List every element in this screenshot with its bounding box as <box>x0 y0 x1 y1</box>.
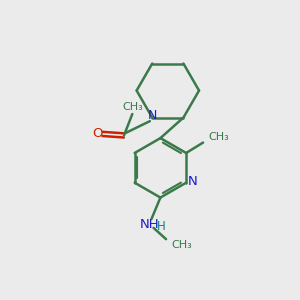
Text: N: N <box>188 175 198 188</box>
Text: O: O <box>92 127 103 140</box>
Text: CH₃: CH₃ <box>208 132 229 142</box>
Text: CH₃: CH₃ <box>122 103 143 112</box>
Text: H: H <box>157 220 166 232</box>
Text: N: N <box>148 109 157 122</box>
Text: NH: NH <box>140 218 160 231</box>
Text: CH₃: CH₃ <box>171 239 192 250</box>
